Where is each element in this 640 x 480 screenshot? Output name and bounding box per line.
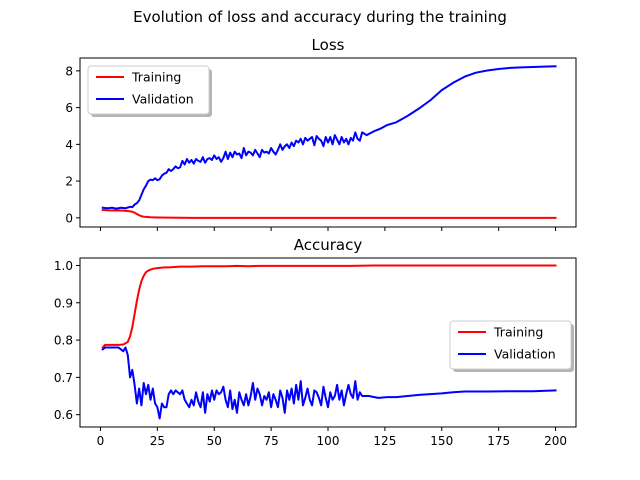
accuracy-ytick-label: 0.7 — [54, 371, 73, 385]
loss-title: Loss — [312, 36, 345, 54]
accuracy-legend-validation-label: Validation — [494, 347, 556, 362]
loss-legend-training-label: Training — [131, 70, 181, 85]
figure-suptitle: Evolution of loss and accuracy during th… — [133, 8, 507, 26]
loss-ytick-label: 8 — [65, 64, 73, 78]
loss-legend: Training Validation — [87, 65, 212, 117]
accuracy-ytick-label: 1.0 — [54, 259, 73, 273]
loss-training-line — [101, 208, 557, 219]
accuracy-validation-line — [101, 346, 557, 420]
loss-ytick-label: 6 — [65, 101, 73, 115]
loss-validation-line — [101, 65, 557, 210]
accuracy-xtick-label: 50 — [207, 434, 222, 448]
accuracy-xtick-label: 100 — [317, 434, 340, 448]
loss-ytick-label: 0 — [65, 211, 73, 225]
accuracy-title: Accuracy — [294, 236, 363, 254]
accuracy-legend: Training Validation — [449, 320, 574, 372]
accuracy-training-line — [101, 264, 557, 349]
accuracy-xtick-label: 75 — [263, 434, 278, 448]
accuracy-xtick-label: 25 — [150, 434, 165, 448]
loss-legend-validation-label: Validation — [132, 92, 194, 107]
accuracy-axes: Accuracy 0 25 50 75 100 125 150 175 200 0.6 0.7 0.8 0… — [54, 236, 577, 448]
loss-ytick-label: 4 — [65, 138, 73, 152]
accuracy-ytick-label: 0.6 — [54, 408, 73, 422]
accuracy-xtick-label: 150 — [430, 434, 453, 448]
accuracy-legend-training-label: Training — [493, 325, 543, 340]
accuracy-xtick-label: 200 — [544, 434, 567, 448]
loss-axes: Loss 0 2 4 6 8 Training Validation — [65, 36, 577, 231]
accuracy-xtick-label: 175 — [487, 434, 510, 448]
accuracy-xtick-label: 0 — [97, 434, 105, 448]
accuracy-ytick-label: 0.9 — [54, 296, 73, 310]
accuracy-xtick-label: 125 — [373, 434, 396, 448]
accuracy-ytick-label: 0.8 — [54, 334, 73, 348]
loss-ytick-label: 2 — [65, 175, 73, 189]
